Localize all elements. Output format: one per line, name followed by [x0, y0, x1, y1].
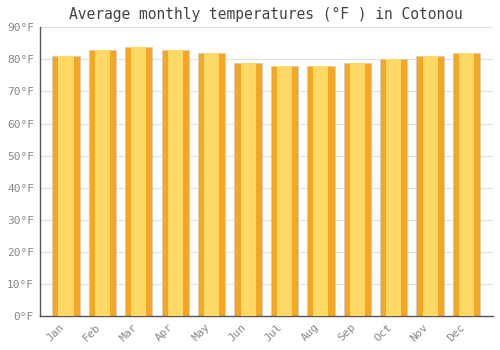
Bar: [234, 63, 262, 316]
Bar: [386, 60, 401, 316]
Bar: [125, 47, 152, 316]
Bar: [89, 50, 116, 316]
Bar: [162, 50, 189, 316]
Bar: [132, 47, 146, 316]
Bar: [168, 50, 182, 316]
Bar: [240, 63, 256, 316]
Bar: [314, 66, 328, 316]
Bar: [380, 60, 407, 316]
Bar: [204, 53, 219, 316]
Bar: [198, 53, 226, 316]
Bar: [422, 56, 438, 316]
Bar: [459, 53, 474, 316]
Bar: [344, 63, 371, 316]
Bar: [58, 56, 74, 316]
Bar: [416, 56, 444, 316]
Bar: [52, 56, 80, 316]
Bar: [453, 53, 480, 316]
Title: Average monthly temperatures (°F ) in Cotonou: Average monthly temperatures (°F ) in Co…: [70, 7, 463, 22]
Bar: [277, 66, 292, 316]
Bar: [95, 50, 110, 316]
Bar: [271, 66, 298, 316]
Bar: [350, 63, 365, 316]
Bar: [307, 66, 334, 316]
